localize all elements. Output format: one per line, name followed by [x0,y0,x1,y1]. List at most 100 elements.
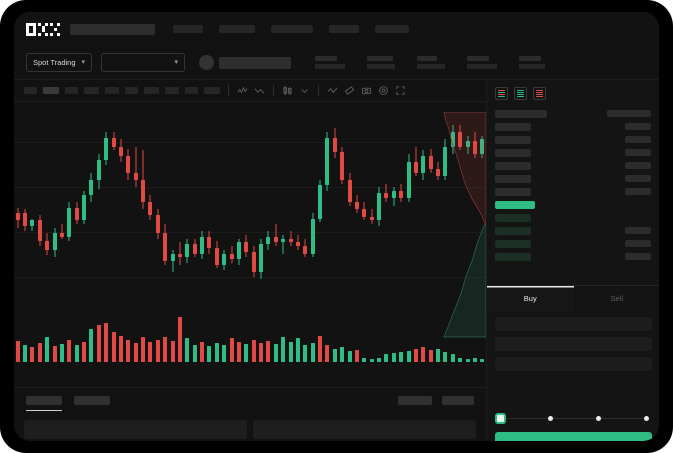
candlestick [303,102,308,302]
volume-bar [259,342,264,362]
tab-sell[interactable]: Sell [574,286,660,311]
orderbook-sell-row[interactable] [495,133,651,146]
orderbook-sell-row[interactable] [495,185,651,198]
price-chart[interactable] [14,102,486,387]
orderbook-sell-row[interactable] [495,159,651,172]
volume-bar [163,337,168,362]
ruler-icon[interactable] [344,85,355,96]
timeframe-button[interactable] [43,87,59,94]
chart-gridline [14,277,486,278]
nav-item[interactable] [271,25,313,33]
nav-item[interactable] [329,25,359,33]
primary-cta-button[interactable] [495,432,652,441]
volume-bar [428,349,433,362]
orderbook-buy-row[interactable] [495,237,651,250]
orderbook-current-price-row[interactable] [495,198,651,211]
volume-bar [133,342,138,362]
tab-buy-label: Buy [523,294,537,303]
orderbook-mode-buy-icon[interactable] [514,87,527,100]
nav-item[interactable] [219,25,255,33]
fullscreen-icon[interactable] [395,85,406,96]
candlestick [332,102,337,302]
candle-body [30,220,35,226]
tab-buy[interactable]: Buy [487,286,574,311]
logo-letter-o [26,22,36,36]
orderbook-mode-bar [517,94,524,95]
candles-icon[interactable] [282,85,293,96]
timeframe-button[interactable] [204,87,220,94]
compare-icon[interactable] [254,85,265,96]
timeframe-button[interactable] [24,87,37,94]
candlestick [325,102,330,302]
orderbook-sell-row[interactable] [495,172,651,185]
step-carousel [486,410,659,426]
candlestick [244,102,249,302]
trading-pair-select[interactable]: ▾ [101,53,185,72]
market-stat [519,56,545,69]
orderbook-price-cell [495,187,531,196]
orderbook-sell-row[interactable] [495,120,651,133]
timeframe-button[interactable] [185,87,198,94]
carousel-step-active[interactable] [496,413,505,423]
settings-icon[interactable] [378,85,389,96]
carousel-step[interactable] [644,415,649,421]
orderbook-buy-row[interactable] [495,224,651,237]
timeframe-button[interactable] [65,87,78,94]
orderbook-buy-row[interactable] [495,211,651,224]
chart-bottom-tab[interactable] [74,396,110,405]
order-price-field[interactable] [495,317,652,331]
candlestick [347,102,352,302]
bottom-panels [14,420,486,441]
orderbook-mode-both-icon[interactable] [495,87,508,100]
orderbook-mode-sell-icon[interactable] [533,87,546,100]
chart-gridline [14,142,486,143]
orderbook-sidebar: Buy Sell [486,80,659,441]
candle-body [15,213,20,221]
candlestick [465,102,470,302]
volume-bar [89,329,94,362]
orderbook-buy-row[interactable] [495,250,651,263]
orderbook-mode-bar [536,94,543,95]
timeframe-button[interactable] [84,87,99,94]
bottom-panel-right[interactable] [253,420,476,439]
market-stat [417,56,445,69]
candlestick [15,102,20,302]
volume-bar [30,347,35,362]
bottom-panel-left[interactable] [24,420,247,439]
candlestick [362,102,367,302]
camera-icon[interactable] [361,85,372,96]
volume-bar [480,358,485,362]
timeframe-button[interactable] [144,87,159,94]
timeframe-button[interactable] [105,87,119,94]
nav-item[interactable] [375,25,409,33]
volume-bar [192,345,197,362]
search-input[interactable] [70,23,155,35]
indicator-icon[interactable] [237,85,248,96]
buy-sell-tabs: Buy Sell [487,285,659,311]
timeframe-button[interactable] [125,87,138,94]
candle-body [436,168,441,177]
toolbar-divider [228,85,229,96]
orderbook-header-row[interactable] [495,107,651,120]
carousel-step[interactable] [596,415,601,421]
order-total-field[interactable] [495,357,652,371]
line-chart-icon[interactable] [327,85,338,96]
chart-bottom-action[interactable] [442,396,474,405]
nav-item[interactable] [173,25,203,33]
orderbook-sell-row[interactable] [495,146,651,159]
candle-body [281,238,286,243]
volume-bar [15,340,20,362]
okx-logo[interactable] [26,22,60,36]
nav-items [173,25,425,33]
timeframe-button[interactable] [165,87,179,94]
chart-bottom-action[interactable] [398,396,432,405]
candle-body [118,146,123,156]
chevron-down-icon[interactable] [299,85,310,96]
candle-body [340,152,345,180]
market-type-select[interactable]: Spot Trading ▾ [26,53,92,72]
volume-bar [177,317,182,362]
chart-bottom-tab[interactable] [26,396,62,411]
candlestick [281,102,286,302]
carousel-step[interactable] [548,415,553,421]
order-amount-field[interactable] [495,337,652,351]
